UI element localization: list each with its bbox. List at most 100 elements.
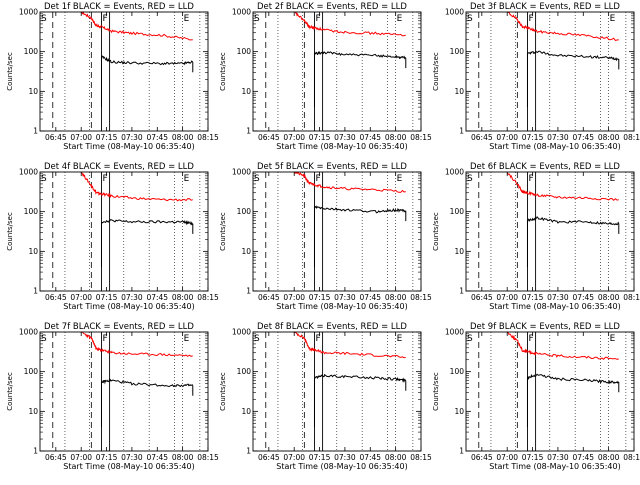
y-tick-label: 1 — [459, 127, 464, 136]
marker-label-f: F — [528, 334, 533, 344]
detector-panel: Det 7f BLACK = Events, RED = LLD S F E 1000 1… — [6, 322, 219, 471]
y-tick-label: 10 — [241, 247, 251, 256]
y-tick-label: 10 — [28, 247, 38, 256]
detector-panel: Det 8f BLACK = Events, RED = LLD S F E 1000 1… — [219, 322, 432, 471]
x-tick-label: 08:00 — [172, 133, 194, 142]
x-tick-label: 06:45 — [45, 293, 67, 302]
x-tick-label: 07:00 — [496, 293, 518, 302]
x-tick-label: 07:00 — [283, 133, 305, 142]
x-tick-label: 07:30 — [547, 293, 569, 302]
y-tick-label: 10 — [454, 407, 464, 416]
detector-panel: Det 5f BLACK = Events, RED = LLD S F E 1000 1… — [219, 162, 432, 311]
marker-label-f: F — [528, 14, 533, 24]
x-tick-label: 08:15 — [623, 293, 640, 302]
marker-label-e: E — [184, 334, 190, 344]
x-tick-label: 08:00 — [385, 293, 407, 302]
x-tick-label: 07:00 — [283, 293, 305, 302]
marker-label-e: E — [184, 174, 190, 184]
detector-panel: Det 3f BLACK = Events, RED = LLD S F E 1000 1… — [432, 2, 640, 151]
lld-series — [293, 331, 406, 359]
marker-label-e: E — [397, 14, 403, 24]
y-axis-label: Counts/sec — [6, 212, 14, 251]
x-tick-label: 06:45 — [471, 293, 493, 302]
x-tick-label: 07:15 — [96, 293, 118, 302]
marker-label-f: F — [315, 334, 320, 344]
x-tick-label: 06:45 — [45, 133, 67, 142]
events-series — [314, 205, 407, 214]
lld-series — [80, 331, 193, 357]
marker-label-f: F — [102, 334, 107, 344]
x-tick-label: 08:00 — [385, 133, 407, 142]
plot-frame — [252, 331, 422, 452]
y-tick-label: 10 — [241, 407, 251, 416]
x-tick-label: 08:15 — [410, 293, 432, 302]
x-axis-label: Start Time (08-May-10 06:35:40) — [63, 142, 194, 151]
marker-label-s: S — [254, 334, 260, 344]
x-tick-label: 08:15 — [197, 453, 219, 462]
x-tick-label: 07:45 — [146, 133, 168, 142]
events-series — [527, 216, 620, 226]
y-tick-label: 1000 — [445, 328, 464, 337]
y-tick-label: 1000 — [232, 8, 251, 17]
y-axis-label: Counts/sec — [219, 372, 227, 411]
x-tick-label: 07:15 — [522, 453, 544, 462]
marker-label-e: E — [397, 334, 403, 344]
lld-series — [80, 172, 193, 202]
x-tick-label: 06:45 — [258, 133, 280, 142]
x-axis-label: Start Time (08-May-10 06:35:40) — [63, 462, 194, 471]
detector-panel: Det 2f BLACK = Events, RED = LLD S F E 1000 1… — [219, 2, 432, 151]
y-axis-label: Counts/sec — [6, 372, 14, 411]
x-tick-label: 07:15 — [309, 293, 331, 302]
plot-frame — [465, 11, 635, 132]
panel-title: Det 2f BLACK = Events, RED = LLD — [257, 2, 407, 12]
y-tick-label: 100 — [450, 367, 465, 376]
lld-series — [294, 11, 406, 37]
marker-label-s: S — [254, 14, 260, 24]
lld-series — [293, 171, 406, 193]
x-tick-label: 08:00 — [598, 293, 620, 302]
y-tick-label: 100 — [237, 47, 252, 56]
lld-series — [81, 11, 193, 41]
y-axis-label: Counts/sec — [219, 52, 227, 91]
y-tick-label: 1 — [33, 127, 38, 136]
y-tick-label: 1000 — [19, 8, 38, 17]
plot-frame — [39, 11, 209, 132]
x-tick-label: 07:30 — [547, 453, 569, 462]
x-tick-label: 07:00 — [70, 453, 92, 462]
y-axis-label: Counts/sec — [432, 212, 440, 251]
x-tick-label: 07:45 — [572, 133, 594, 142]
detector-panel: Det 9f BLACK = Events, RED = LLD S F E 1000 1… — [432, 322, 640, 471]
y-tick-label: 1 — [459, 287, 464, 296]
events-series — [101, 219, 194, 226]
marker-label-e: E — [397, 174, 403, 184]
x-axis-label: Start Time (08-May-10 06:35:40) — [276, 462, 407, 471]
y-tick-label: 1000 — [445, 168, 464, 177]
marker-label-f: F — [528, 174, 533, 184]
x-tick-label: 08:00 — [172, 453, 194, 462]
x-tick-label: 07:00 — [496, 453, 518, 462]
x-tick-label: 07:00 — [70, 293, 92, 302]
y-tick-label: 100 — [450, 207, 465, 216]
marker-label-s: S — [41, 334, 47, 344]
plot-frame — [39, 331, 209, 452]
x-tick-label: 07:15 — [522, 133, 544, 142]
x-tick-label: 08:15 — [623, 133, 640, 142]
y-axis-label: Counts/sec — [432, 52, 440, 91]
plot-frame — [465, 171, 635, 292]
x-tick-label: 07:00 — [283, 453, 305, 462]
panel-title: Det 3f BLACK = Events, RED = LLD — [470, 2, 620, 12]
y-tick-label: 1000 — [232, 168, 251, 177]
marker-label-s: S — [467, 14, 473, 24]
y-tick-label: 100 — [237, 207, 252, 216]
y-tick-label: 100 — [24, 367, 39, 376]
x-tick-label: 07:45 — [146, 453, 168, 462]
y-tick-label: 100 — [237, 367, 252, 376]
x-tick-label: 07:45 — [572, 453, 594, 462]
plot-frame — [465, 331, 635, 452]
x-tick-label: 08:15 — [410, 453, 432, 462]
x-tick-label: 08:00 — [172, 293, 194, 302]
marker-label-e: E — [610, 14, 616, 24]
x-tick-label: 08:00 — [598, 133, 620, 142]
x-tick-label: 08:15 — [197, 133, 219, 142]
